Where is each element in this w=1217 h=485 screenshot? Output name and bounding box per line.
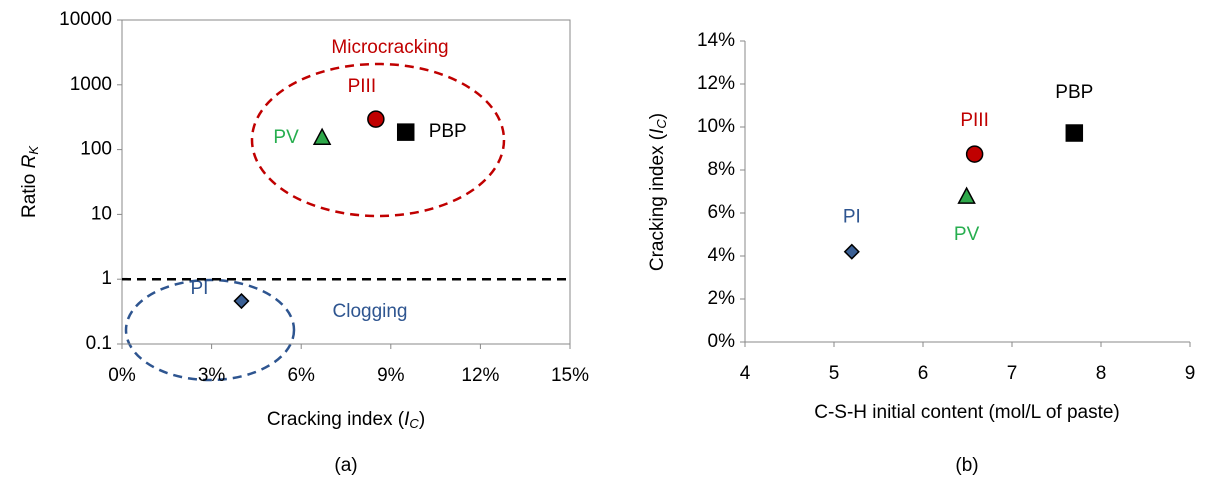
x-tick-label: 6 (918, 363, 929, 384)
y-tick-label: 6% (708, 202, 736, 223)
x-tick-label: 9% (377, 365, 405, 386)
microcracking-ellipse (250, 62, 506, 218)
y-axis-label-part: C (654, 119, 669, 129)
point-label: PI (843, 207, 861, 228)
point-label: PIII (960, 110, 989, 131)
y-axis-label-part: ) (647, 113, 668, 119)
caption: (a) (334, 455, 357, 476)
point (396, 123, 415, 141)
y-tick-label: 0% (708, 331, 736, 352)
caption: (b) (955, 455, 978, 476)
y-axis-label-part: Cracking index ( (647, 133, 668, 271)
x-tick-label: 4 (740, 363, 751, 384)
y-axis-label-part: R (19, 154, 40, 168)
y-tick-label: 4% (708, 245, 736, 266)
x-tick-label: 3% (198, 365, 226, 386)
x-axis-label-part: ) (419, 409, 425, 430)
x-axis-label-part: I (404, 409, 410, 430)
point-label: PV (954, 224, 980, 245)
y-tick-label: 8% (708, 159, 736, 180)
y-tick-label: 2% (708, 288, 736, 309)
y-tick-label: 10000 (59, 9, 112, 30)
y-tick-label: 100 (80, 139, 112, 160)
point-label: PI (190, 278, 208, 299)
point-label: PV (273, 127, 299, 148)
y-tick-label: 1000 (70, 74, 112, 95)
x-axis-label: C-S-H initial content (mol/L of paste) (814, 402, 1120, 423)
point (233, 292, 250, 310)
y-axis-label-part: Ratio (19, 168, 40, 218)
y-tick-label: 0.1 (86, 333, 112, 354)
x-tick-label: 9 (1185, 363, 1196, 384)
x-axis-label-part: C (409, 416, 419, 431)
annotation: Clogging (333, 301, 408, 322)
x-tick-label: 15% (551, 365, 589, 386)
x-tick-label: 7 (1007, 363, 1018, 384)
y-axis-label: Ratio RK (19, 145, 41, 218)
x-axis-label-part: Cracking index ( (267, 409, 405, 430)
point (312, 127, 332, 145)
y-tick-label: 1 (101, 268, 112, 289)
annotation: Microcracking (331, 37, 448, 58)
y-axis-label-part: I (647, 128, 668, 134)
x-axis-label: Cracking index (IC) (267, 409, 425, 431)
plot-frame (121, 19, 571, 345)
point-label: PBP (429, 121, 467, 142)
x-tick-label: 0% (108, 365, 136, 386)
point-label: PIII (348, 76, 377, 97)
y-tick-label: 10 (91, 203, 112, 224)
x-axis-label-part: C-S-H initial content (mol/L of paste) (814, 402, 1120, 423)
x-tick-label: 8 (1096, 363, 1107, 384)
y-axis-label-part: K (26, 145, 41, 155)
clogging-ellipse (124, 278, 296, 382)
x-tick-label: 12% (461, 365, 499, 386)
point (965, 145, 984, 163)
point (957, 186, 976, 204)
point (1065, 124, 1084, 142)
x-tick-label: 6% (287, 365, 315, 386)
y-tick-label: 10% (697, 116, 735, 137)
x-tick-label: 5 (829, 363, 840, 384)
point (843, 243, 860, 260)
point (367, 110, 385, 128)
point-label: PBP (1055, 82, 1093, 103)
y-tick-label: 12% (697, 73, 735, 94)
y-axis-label: Cracking index (IC) (647, 113, 669, 271)
y-tick-label: 14% (697, 30, 735, 51)
